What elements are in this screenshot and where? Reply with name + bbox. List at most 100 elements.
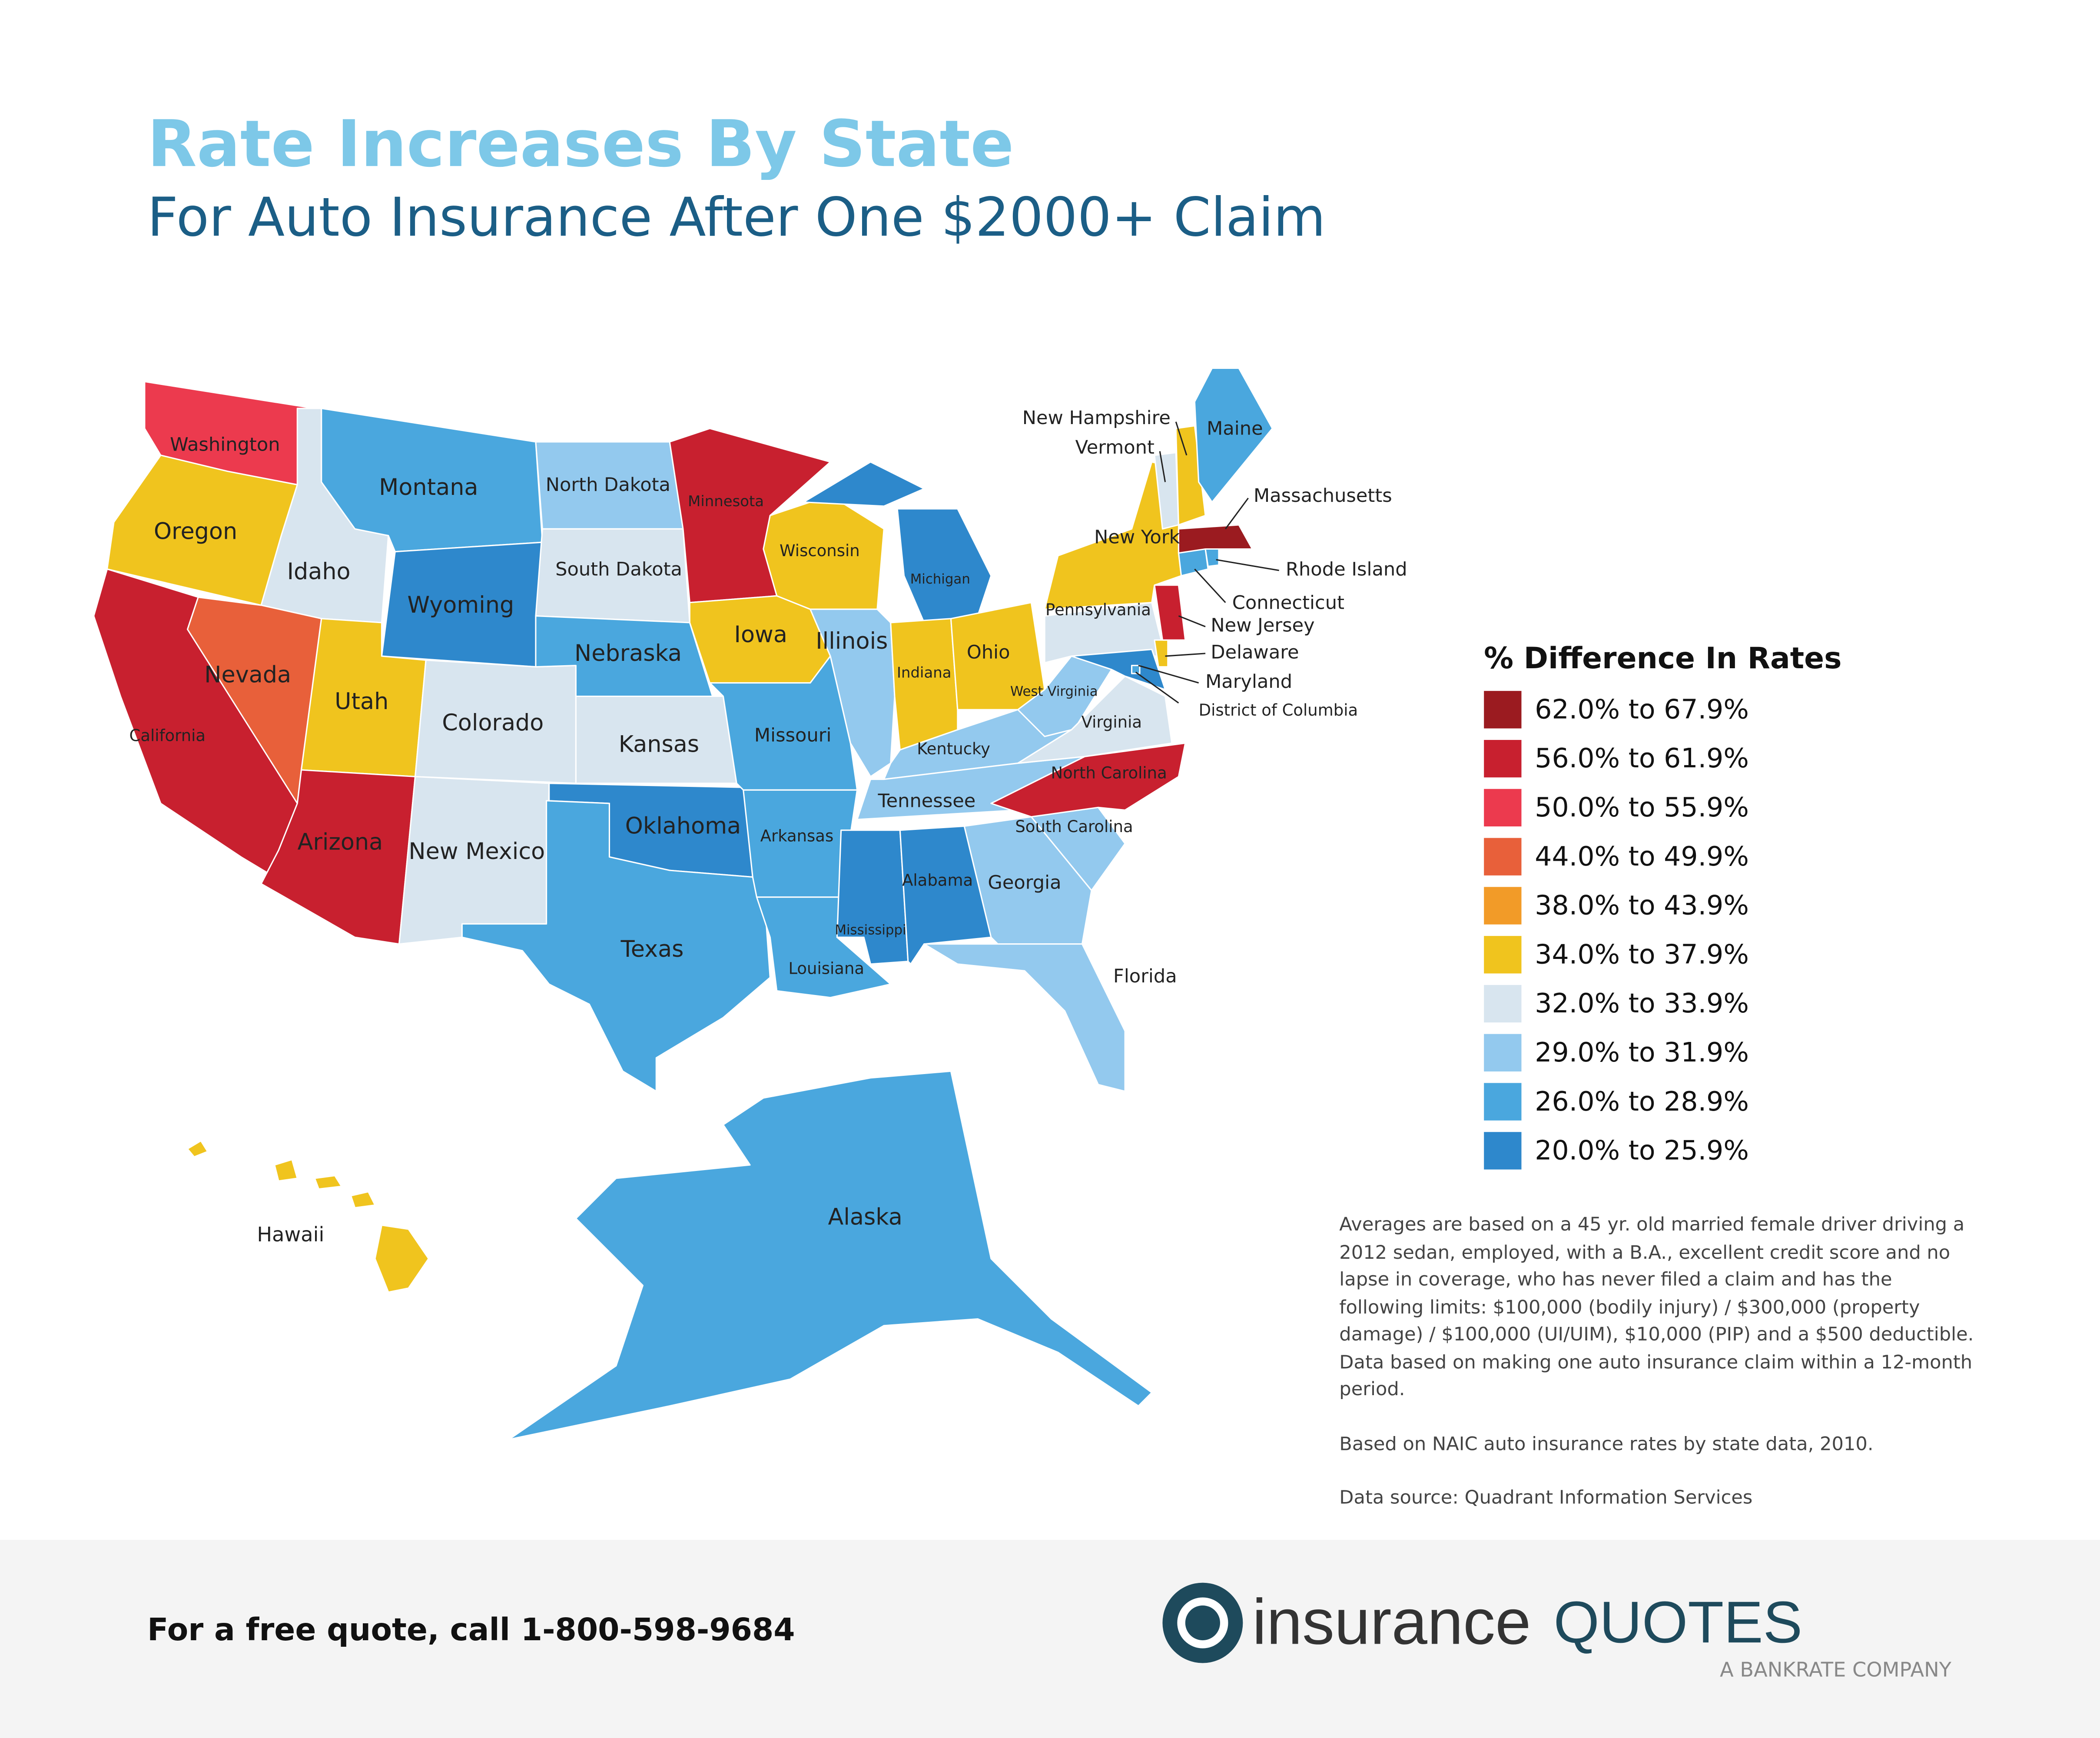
legend-label: 56.0% to 61.9% [1535,743,1749,774]
state-shape [923,943,1126,1092]
note: Data source: Quadrant Information Servic… [1339,1487,1753,1509]
legend-title: % Difference In Rates [1484,641,1841,675]
state-label: Alaska [828,1204,902,1230]
logo-accent: QUOTES [1553,1589,1802,1655]
state-shape [890,618,959,751]
state-shape [1204,548,1220,567]
legend-swatch [1484,691,1522,729]
legend: 62.0% to 67.9% 56.0% to 61.9% 50.0% to 55.… [1484,691,1749,1170]
logo-tagline: A BANKRATE COMPANY [1720,1658,1952,1681]
state-label: Wyoming [407,592,514,618]
legend-swatch [1484,740,1522,778]
state-shape [1175,425,1206,526]
state-shape [508,1070,1153,1440]
state-label: Indiana [897,664,951,681]
leader-line [1138,665,1199,684]
state-shape [836,829,909,965]
logo-main: insurance [1252,1586,1531,1658]
state-label: District of Columbia [1199,701,1358,720]
state-label: Alabama [902,871,973,889]
state-label: Wisconsin [780,541,860,560]
states [93,367,1273,1440]
state-label: North Dakota [546,474,670,496]
legend-label: 44.0% to 49.9% [1535,841,1749,872]
state-label: Missouri [754,724,832,746]
state-label: Oklahoma [625,813,741,839]
state-label: Arkansas [760,827,834,846]
legend-swatch [1484,1034,1522,1071]
leader-line [1178,615,1206,627]
state-shape [1178,524,1253,554]
leader-line [1225,498,1249,530]
state-label: Nevada [204,661,291,688]
state-label: Minnesota [688,493,764,510]
state-label: New Hampshire [1022,407,1171,429]
state-label: South Carolina [1015,817,1133,836]
leader-line [1135,671,1179,704]
legend-swatch [1484,1132,1522,1170]
state-label: New York [1094,526,1180,548]
state-label: Kansas [619,731,699,758]
state-shape [1194,367,1273,503]
state-label: California [129,726,206,745]
state-label: Utah [335,688,388,715]
state-label: Massachusetts [1254,485,1392,507]
state-label: Ohio [967,641,1010,663]
state-label: Hawaii [257,1223,324,1246]
legend-label: 20.0% to 25.9% [1535,1135,1749,1166]
call-to-action: For a free quote, call 1-800-598-9684 [147,1613,795,1648]
logo: insurance QUOTES A BANKRATE COMPANY [1162,1582,1952,1681]
state-label: West Virginia [1010,684,1098,700]
state-shape [461,800,771,1092]
state-label: Illinois [816,628,888,654]
state-label: Louisiana [788,959,864,978]
notes: Averages are based on a 45 yr. old marri… [1339,1212,1982,1539]
state-label: Tennessee [878,790,976,812]
state-shape [186,1140,429,1293]
state-label: Connecticut [1232,592,1344,614]
legend-label: 34.0% to 37.9% [1535,939,1749,970]
legend-swatch [1484,1083,1522,1121]
state-shape [1017,655,1112,737]
state-label: New Jersey [1211,615,1314,637]
state-label: Iowa [734,621,787,648]
state-label: Pennsylvania [1045,600,1151,619]
state-label: Texas [620,936,684,962]
state-shape [1131,665,1141,674]
state-label: South Dakota [555,558,682,580]
state-label: Mississippi [835,922,906,938]
leader-line [1194,568,1226,603]
footer-band [0,1539,2100,1738]
labels: Washington Oregon California Idaho Nevada Mon… [129,407,1407,1246]
state-shape [1071,649,1166,690]
state-shape [1154,584,1186,641]
title: Rate Increases By State [147,107,1014,182]
state-label: Montana [379,474,478,501]
state-label: Virginia [1082,713,1142,732]
subtitle: For Auto Insurance After One $2000+ Clai… [147,187,1326,249]
state-label: Nebraska [574,640,682,667]
legend-label: 29.0% to 31.9% [1535,1037,1749,1068]
state-label: Vermont [1075,437,1155,458]
leader-line [1216,559,1279,571]
state-label: Delaware [1211,641,1299,663]
legend-label: 50.0% to 55.9% [1535,792,1749,823]
leader-line [1165,653,1206,657]
legend-label: 62.0% to 67.9% [1535,693,1749,725]
state-label: Washington [170,434,280,456]
legend-label: 26.0% to 28.9% [1535,1086,1749,1117]
state-label: Oregon [154,518,237,545]
note: Averages are based on a 45 yr. old marri… [1339,1214,1974,1401]
state-label: Florida [1113,965,1177,987]
state-label: Michigan [910,571,970,587]
legend-swatch [1484,789,1522,827]
legend-swatch [1484,985,1522,1023]
leader-line [1159,451,1166,482]
state-label: New Mexico [408,838,545,865]
state-label: Colorado [442,710,544,736]
state-label: Kentucky [917,740,990,758]
leader-line [1175,421,1188,456]
logo-icon-ring [1177,1597,1228,1648]
state-label: North Carolina [1051,764,1167,783]
